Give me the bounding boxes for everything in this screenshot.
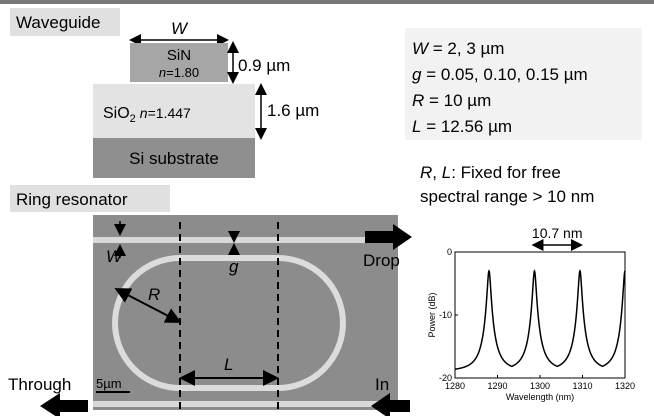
spectrum-chart: 1280 1290 1300 1310 1320 0 -10 -20 Wavelength (n… bbox=[427, 225, 635, 402]
parameter-value: = 0.05, 0.10, 0.15 µm bbox=[421, 65, 587, 84]
plot-frame bbox=[454, 251, 626, 379]
index-symbol: n bbox=[140, 105, 148, 121]
cladding bbox=[93, 84, 255, 138]
x-tick-label: 1320 bbox=[615, 381, 635, 391]
core bbox=[130, 43, 228, 82]
substrate-label: Si substrate bbox=[129, 149, 219, 168]
parameter-value: = 10 µm bbox=[424, 91, 491, 110]
port-label: Through bbox=[8, 375, 71, 394]
parameter-line: g = 0.05, 0.10, 0.15 µm bbox=[412, 65, 588, 84]
ring-r: R bbox=[148, 285, 160, 304]
label-box bbox=[10, 8, 120, 36]
r-arrow bbox=[114, 288, 182, 323]
cladding-subscript: 2 bbox=[130, 113, 136, 125]
top-bar bbox=[0, 0, 654, 4]
parameter-value: = 2, 3 µm bbox=[428, 39, 504, 58]
parameter-symbol: R bbox=[412, 91, 424, 110]
parameter-value: = 12.56 µm bbox=[421, 117, 512, 136]
sem-image bbox=[93, 215, 398, 410]
parameter-box bbox=[405, 28, 642, 140]
index-value: =1.447 bbox=[148, 105, 191, 121]
parameter-line: L = 12.56 µm bbox=[412, 117, 512, 136]
core-name: SiN bbox=[167, 47, 191, 64]
x-axis-label: Wavelength (nm) bbox=[506, 392, 574, 402]
ring-l: L bbox=[224, 355, 233, 374]
cladding-name: SiO2 n=1.447 bbox=[103, 105, 191, 125]
parameter-symbol: L bbox=[412, 117, 421, 136]
scale-label: 5µm bbox=[96, 376, 122, 391]
parameter-symbol: W bbox=[412, 39, 430, 58]
ring-w: W bbox=[106, 247, 124, 266]
port-label: Drop bbox=[363, 251, 400, 270]
port-label: In bbox=[375, 375, 389, 394]
cladding-thickness: 1.6 µm bbox=[267, 101, 319, 120]
port-arrow bbox=[365, 224, 412, 250]
x-tick-label: 1300 bbox=[530, 381, 550, 391]
note-line: spectral range > 10 nm bbox=[420, 187, 594, 206]
port-arrow bbox=[371, 393, 410, 416]
note-part: , bbox=[432, 163, 441, 182]
fsr-label: 10.7 nm bbox=[532, 225, 583, 241]
index-symbol: n bbox=[159, 65, 166, 80]
note-part: L bbox=[442, 163, 451, 182]
parameter-list: W = 2, 3 µm g = 0.05, 0.10, 0.15 µm R = 10… bbox=[412, 39, 588, 136]
x-tick-label: 1290 bbox=[487, 381, 507, 391]
label-box bbox=[10, 185, 170, 212]
port-arrow bbox=[40, 393, 88, 416]
width-symbol: W bbox=[171, 19, 189, 38]
note-part: R bbox=[420, 163, 432, 182]
y-tick-label: 0 bbox=[447, 247, 452, 257]
section-label: Ring resonator bbox=[16, 190, 128, 209]
x-tick-label: 1310 bbox=[572, 381, 592, 391]
section-label: Waveguide bbox=[16, 13, 100, 32]
spectrum-curve bbox=[454, 269, 626, 370]
index-value: =1.80 bbox=[166, 65, 199, 80]
parameter-line: R = 10 µm bbox=[412, 91, 491, 110]
cladding-formula: SiO bbox=[103, 105, 130, 122]
parameter-symbol: g bbox=[412, 65, 422, 84]
core-index: n=1.80 bbox=[159, 65, 199, 80]
note-line: R, L: Fixed for free bbox=[420, 163, 561, 182]
ring-g: g bbox=[229, 257, 239, 276]
y-axis-label: Power (dB) bbox=[427, 292, 437, 337]
note-part: : Fixed for free bbox=[451, 163, 561, 182]
parameter-line: W = 2, 3 µm bbox=[412, 39, 504, 58]
substrate bbox=[93, 138, 255, 178]
x-tick-label: 1280 bbox=[445, 381, 465, 391]
core-thickness: 0.9 µm bbox=[238, 56, 290, 75]
y-tick-label: -20 bbox=[439, 373, 452, 383]
y-tick-label: -10 bbox=[439, 310, 452, 320]
